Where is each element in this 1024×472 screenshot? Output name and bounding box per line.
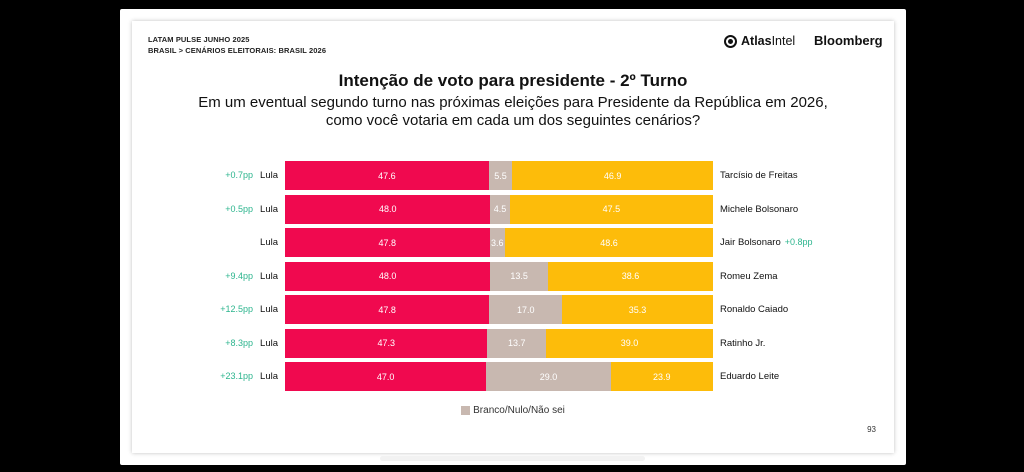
bar-segment-lula: 47.3 [285, 328, 488, 358]
header-breadcrumb: BRASIL > CENÁRIOS ELEITORAIS: BRASIL 202… [148, 46, 327, 55]
left-change-label: +9.4pp [225, 270, 253, 281]
bar-value-label: 47.5 [602, 204, 621, 214]
slide: LATAM PULSE JUNHO 2025 BRASIL > CENÁRIOS… [120, 9, 906, 465]
atlasintel-logo-light: Intel [771, 34, 796, 48]
bar-segment-blank-null: 17.0 [489, 295, 563, 324]
bar-value-label: 46.9 [603, 170, 622, 181]
atlasintel-logo-bold: Atlas [741, 34, 772, 48]
right-candidate-name: Michele Bolsonaro [720, 203, 799, 215]
left-candidate-label: Lula [260, 371, 278, 382]
right-candidate-name: Ratinho Jr. [720, 337, 766, 349]
bar-segment-opponent: 23.9 [610, 362, 713, 391]
bar-segment-lula: 47.8 [285, 228, 490, 257]
right-candidate-label: Tarcísio de Freitas [720, 170, 802, 181]
bar-segment-opponent: 35.3 [562, 295, 713, 324]
bar-segment-opponent: 47.5 [509, 194, 713, 224]
bar-value-label: 35.3 [628, 304, 647, 315]
home-indicator[interactable] [380, 456, 645, 461]
right-candidate-name: Tarcísio de Freitas [720, 170, 798, 181]
bar-value-label: 3.6 [491, 237, 504, 248]
right-candidate-label: Michele Bolsonaro [720, 204, 802, 215]
left-candidate-label: Lula [260, 304, 278, 315]
bar-value-label: 23.9 [653, 371, 671, 382]
right-candidate-name: Ronaldo Caiado [720, 304, 789, 315]
right-candidate-name: Jair Bolsonaro [720, 237, 781, 248]
atlasintel-logo: Atlas Intel [724, 34, 795, 48]
left-change-label: +0.7pp [225, 170, 253, 180]
bar-value-label: 17.0 [516, 304, 535, 315]
header-survey-name: LATAM PULSE JUNHO 2025 [148, 35, 250, 44]
bar-segment-lula: 47.6 [285, 161, 489, 190]
right-candidate-label: Ratinho Jr. [720, 338, 769, 349]
right-candidate-label: Eduardo Leite [720, 371, 783, 382]
bar-segment-opponent: 39.0 [546, 328, 713, 358]
bar-segment-opponent: 48.6 [504, 228, 713, 257]
page-number: 93 [867, 425, 876, 434]
left-candidate-label: Lula [260, 170, 278, 181]
bar-segment-blank-null: 29.0 [486, 362, 611, 391]
left-candidate-label: Lula [260, 237, 278, 248]
atlasintel-logo-icon [724, 34, 737, 48]
bar-value-label: 29.0 [539, 371, 558, 382]
chart-title: Intenção de voto para presidente - 2º Tu… [338, 71, 688, 90]
chart-subtitle-line-1: Em um eventual segundo turno nas próxima… [198, 94, 828, 111]
bar-value-label: 48.6 [600, 237, 618, 248]
bar-value-label: 47.3 [377, 338, 395, 348]
right-candidate-name: Eduardo Leite [720, 371, 780, 382]
bar-value-label: 13.5 [510, 271, 528, 281]
right-candidate-label: Romeu Zema [720, 271, 782, 282]
legend-swatch-blank-null [461, 406, 471, 415]
bar-segment-lula: 47.8 [285, 295, 490, 324]
bar-value-label: 4.5 [493, 204, 507, 214]
legend-label-blank-null: Branco/Nulo/Não sei [473, 405, 565, 416]
chart-subtitle-line-2: como você votaria em cada um dos seguint… [325, 112, 701, 129]
bar-value-label: 47.8 [378, 304, 396, 315]
bloomberg-logo: Bloomberg [814, 33, 883, 48]
bar-segment-blank-null: 5.5 [488, 161, 513, 190]
bar-value-label: 48.0 [378, 204, 397, 214]
left-change-label: +8.3pp [225, 337, 253, 348]
left-candidate-label: Lula [260, 203, 278, 215]
left-change-label: +23.1pp [220, 371, 253, 381]
right-change-label: +0.8pp [784, 237, 813, 247]
left-change-label: +0.5pp [225, 203, 253, 214]
bar-value-label: 13.7 [507, 338, 526, 348]
bar-value-label: 48.0 [378, 271, 397, 281]
left-candidate-label: Lula [260, 270, 278, 282]
bar-segment-lula: 48.0 [285, 261, 491, 291]
left-change-label: +12.5pp [220, 304, 253, 314]
bar-segment-lula: 47.0 [285, 362, 487, 391]
bar-segment-blank-null: 13.7 [487, 328, 547, 358]
right-candidate-name: Romeu Zema [720, 270, 778, 282]
bar-segment-opponent: 38.6 [547, 261, 713, 291]
bar-segment-opponent: 46.9 [512, 161, 713, 190]
bar-segment-blank-null: 4.5 [490, 194, 510, 224]
bar-value-label: 5.5 [494, 170, 507, 181]
bar-value-label: 47.8 [378, 237, 397, 248]
stacked-bar-chart: +0.7pp Lula 47.6 5.5 46.9 Tarcísio de Freitas… [120, 9, 906, 465]
right-candidate-label: Jair Bolsonaro +0.8pp [720, 237, 813, 248]
bar-value-label: 39.0 [620, 338, 639, 348]
bar-segment-blank-null: 13.5 [490, 261, 548, 291]
chart-legend: Branco/Nulo/Não sei [120, 405, 906, 416]
chart-subtitle: Em um eventual segundo turno nas próxima… [120, 94, 906, 130]
bar-value-label: 47.6 [378, 170, 396, 181]
bar-segment-blank-null: 3.6 [489, 228, 505, 257]
bar-value-label: 38.6 [621, 271, 640, 281]
bar-segment-lula: 48.0 [285, 194, 491, 224]
right-candidate-label: Ronaldo Caiado [720, 304, 792, 315]
left-candidate-label: Lula [260, 337, 278, 349]
bar-value-label: 47.0 [376, 371, 395, 382]
